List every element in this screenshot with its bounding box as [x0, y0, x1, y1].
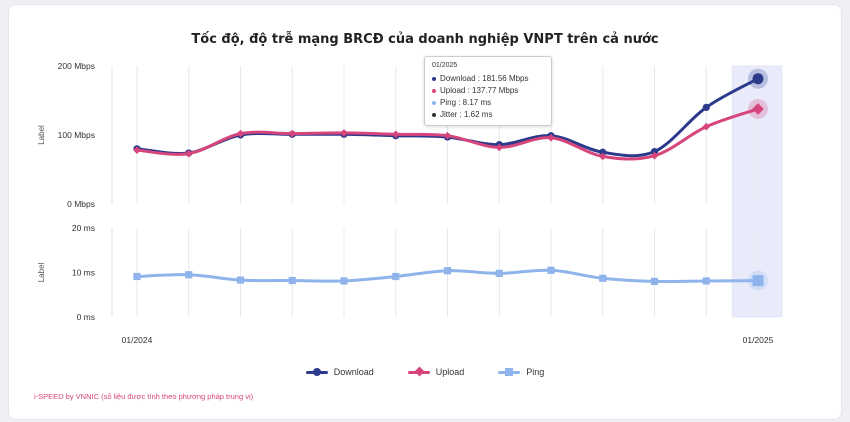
legend-item-ping[interactable]: Ping: [498, 366, 544, 378]
download-dot-icon: [432, 77, 436, 81]
download-point: [752, 73, 764, 85]
tooltip-download-text: Download : 181.56 Mbps: [440, 74, 529, 83]
legend-ping-label: Ping: [526, 367, 545, 377]
x-tick-label: 01/2025: [743, 335, 774, 345]
ping-point: [340, 277, 348, 285]
ping-point: [443, 267, 452, 275]
source-footer: i-SPEED by VNNIC (số liệu được tính theo…: [34, 392, 254, 401]
download-point: [599, 148, 607, 156]
legend-upload-label: Upload: [435, 367, 465, 377]
ping-point: [392, 272, 400, 281]
upload-point: [702, 122, 711, 131]
x-tick-label: 01/2024: [122, 335, 153, 345]
y-tick-label: 100 Mbps: [58, 130, 95, 140]
ping-point: [185, 271, 193, 279]
download-point: [702, 103, 710, 111]
y-axis-label: Label: [37, 125, 46, 145]
jitter-dot-icon: [432, 113, 436, 117]
upload-point: [650, 151, 659, 160]
tooltip-row-upload: Upload : 137.77 Mbps: [432, 85, 544, 97]
tooltip: 01/2025 Download : 181.56 Mbps Upload : …: [424, 56, 552, 126]
tooltip-jitter-text: Jitter : 1.62 ms: [440, 110, 493, 119]
y-tick-label: 0 Mbps: [67, 199, 95, 209]
tooltip-row-ping: Ping : 8.17 ms: [432, 97, 544, 109]
ping-dot-icon: [432, 101, 436, 105]
upload-point: [184, 149, 193, 158]
upload-point: [547, 133, 555, 142]
ping-point: [547, 266, 555, 274]
y-tick-label: 10 ms: [72, 268, 95, 278]
legend-item-download[interactable]: Download: [305, 366, 374, 378]
ping-point: [288, 276, 296, 285]
ping-point: [495, 269, 503, 277]
ping-point: [752, 275, 764, 287]
legend: Download Upload Ping: [0, 366, 850, 378]
tooltip-ping-text: Ping : 8.17 ms: [440, 98, 492, 107]
ping-point: [599, 274, 607, 282]
y-tick-label: 200 Mbps: [58, 61, 95, 71]
tooltip-row-download: Download : 181.56 Mbps: [432, 73, 544, 85]
y-tick-label: 0 ms: [77, 312, 95, 322]
ping-point: [702, 277, 710, 285]
ping-point: [650, 277, 659, 285]
legend-download-label: Download: [333, 367, 374, 377]
upload-marker-icon: [407, 366, 430, 378]
chart-title: Tốc độ, độ trễ mạng BRCĐ của doanh nghiệ…: [191, 32, 659, 47]
download-point: [650, 147, 659, 156]
ping-point: [236, 276, 245, 284]
y-axis-label: Label: [37, 262, 46, 282]
upload-point: [598, 152, 607, 161]
upload-point: [752, 103, 764, 115]
upload-dot-icon: [432, 89, 436, 93]
legend-item-upload[interactable]: Upload: [407, 366, 465, 378]
ping-marker-icon: [498, 366, 521, 378]
y-tick-label: 20 ms: [72, 223, 95, 233]
ping-point: [133, 272, 141, 281]
tooltip-date: 01/2025: [432, 62, 458, 69]
download-marker-icon: [305, 366, 328, 378]
tooltip-upload-text: Upload : 137.77 Mbps: [440, 86, 519, 95]
tooltip-row-jitter: Jitter : 1.62 ms: [432, 109, 544, 121]
